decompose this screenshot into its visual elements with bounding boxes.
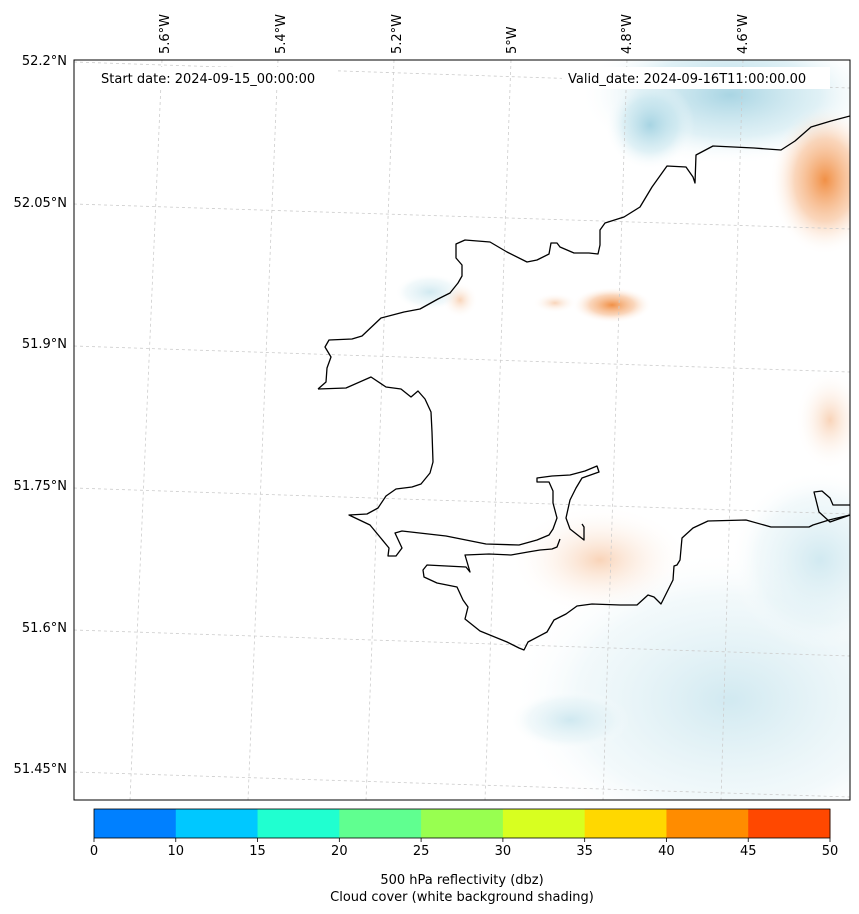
colorbar-segment xyxy=(339,809,422,838)
lon-label: 5.4°W xyxy=(274,14,289,54)
map-frame xyxy=(73,59,851,801)
lon-labels: 5.6°W 5.4°W 5.2°W 5°W 4.8°W 4.6°W xyxy=(158,14,751,54)
colorbar-tick-label: 30 xyxy=(495,844,512,859)
lat-label: 52.2°N xyxy=(22,54,67,69)
lon-label: 4.8°W xyxy=(620,14,635,54)
colorbar-segment xyxy=(502,809,586,838)
valid-date-text: Valid_date: 2024-09-16T11:00:00.00 xyxy=(568,72,806,87)
colorbar-tick-label: 40 xyxy=(658,844,675,859)
lon-label: 5.2°W xyxy=(390,14,405,54)
lat-label: 51.75°N xyxy=(14,479,67,494)
lat-label: 51.9°N xyxy=(22,337,67,352)
valid-date-box: Valid_date: 2024-09-16T11:00:00.00 xyxy=(562,67,830,89)
colorbar-label-line2: Cloud cover (white background shading) xyxy=(330,890,594,905)
colorbar-segment xyxy=(175,809,259,838)
colorbar: 0 10 15 20 25 30 35 40 45 50 500 hPa reflectivity… xyxy=(90,808,838,905)
colorbar-segment xyxy=(421,809,504,838)
colorbar-segment xyxy=(257,809,340,838)
colorbar-tick-label: 35 xyxy=(576,844,593,859)
colorbar-tick-label: 15 xyxy=(249,844,266,859)
colorbar-segment xyxy=(584,809,667,838)
start-date-text: Start date: 2024-09-15_00:00:00 xyxy=(101,72,315,87)
lon-label: 5°W xyxy=(505,26,520,54)
colorbar-segments xyxy=(94,809,831,838)
colorbar-label-line1: 500 hPa reflectivity (dbz) xyxy=(380,873,543,888)
coastline xyxy=(317,115,850,651)
lat-label: 52.05°N xyxy=(14,196,67,211)
colorbar-tick-label: 0 xyxy=(90,844,98,859)
map-panel: Start date: 2024-09-15_00:00:00 Valid_da… xyxy=(74,60,850,800)
colorbar-segment xyxy=(748,809,831,838)
colorbar-tick-label: 20 xyxy=(331,844,348,859)
colorbar-frame xyxy=(93,808,831,839)
lat-label: 51.45°N xyxy=(14,762,67,777)
lon-label: 5.6°W xyxy=(158,14,173,54)
lon-label: 4.6°W xyxy=(736,14,751,54)
start-date-box: Start date: 2024-09-15_00:00:00 xyxy=(94,67,338,89)
colorbar-tick-label: 50 xyxy=(822,844,839,859)
colorbar-tick-label: 25 xyxy=(413,844,430,859)
colorbar-segment xyxy=(94,809,177,838)
lat-labels: 52.2°N 52.05°N 51.9°N 51.75°N 51.6°N 51.… xyxy=(14,54,67,777)
colorbar-tick-label: 45 xyxy=(740,844,757,859)
lat-label: 51.6°N xyxy=(22,621,67,636)
colorbar-tick-label: 10 xyxy=(168,844,185,859)
colorbar-ticks: 0 10 15 20 25 30 35 40 45 50 xyxy=(90,838,838,859)
colorbar-segment xyxy=(666,809,749,838)
